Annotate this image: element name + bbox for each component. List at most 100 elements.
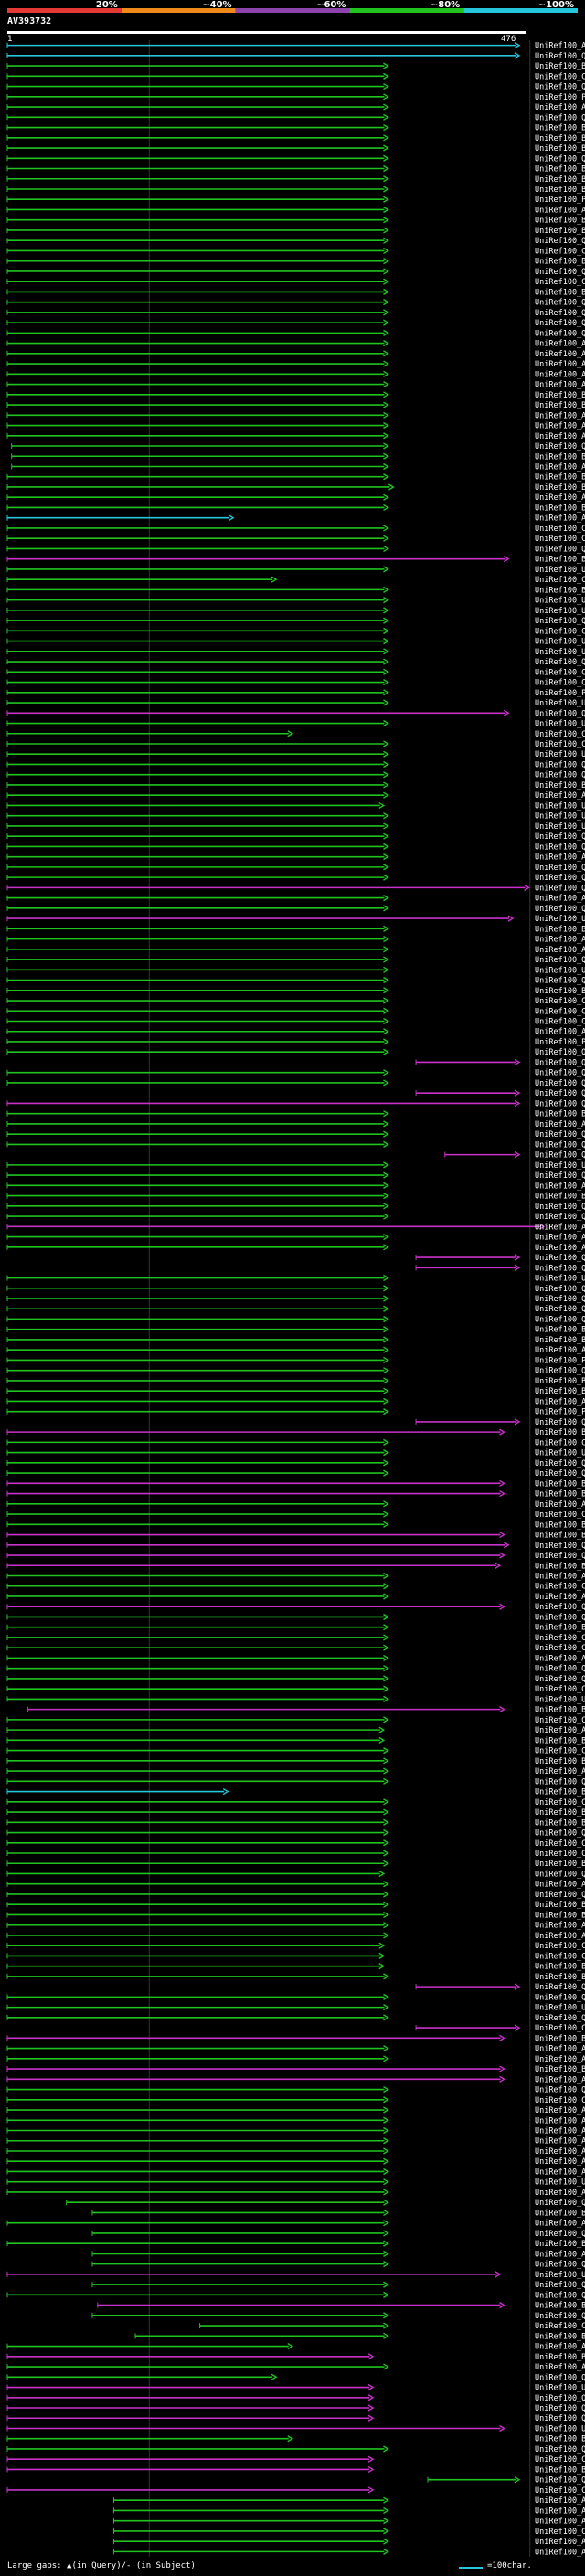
alignment-arrow: [383, 82, 389, 90]
hit-label: UniRef100_B2W7M1: [535, 1808, 585, 1818]
hit-label: UniRef100_A5DNP9: [535, 1881, 585, 1890]
alignment-arrow: [383, 1757, 389, 1765]
alignment-arrow: [499, 2075, 505, 2083]
scale-line: [459, 2567, 483, 2569]
alignment-arrow: [383, 217, 389, 224]
hit-label: UniRef100_B6K5E7: [535, 1757, 585, 1766]
hit-label: UniRef100_A7S290: [535, 2538, 585, 2547]
hit-label: UniRef100_UPI000...: [535, 1161, 585, 1171]
alignment-arrow: [383, 1469, 389, 1477]
alignment-arrow: [383, 421, 389, 429]
alignment-arrow: [383, 504, 389, 512]
alignment-arrow: [383, 1274, 389, 1282]
alignment-arrow: [383, 658, 389, 665]
hit-label: UniRef100_C4P0F4: [535, 1839, 585, 1849]
hit-label: UniRef100_Q0CG14: [535, 1675, 585, 1684]
alignment-arrow: [383, 1500, 389, 1508]
hit-label: UniRef100_B6Q2N6: [535, 1193, 585, 1202]
alignment-arrow: [383, 1644, 389, 1651]
alignment-arrow: [383, 1397, 389, 1405]
hit-label: UniRef100_Q4KTG1: [535, 1993, 585, 2002]
hit-label: UniRef100_P04449: [535, 1408, 585, 1417]
alignment-arrow: [383, 771, 389, 779]
hit-label: UniRef100_B8B8Q9: [535, 62, 585, 71]
hit-label: UniRef100_Q5UWA4: [535, 1254, 585, 1263]
hit-label: UniRef100_UPI000...: [535, 648, 585, 657]
hit-label: UniRef100_B3NAX0: [535, 1706, 585, 1715]
alignment-arrow: [383, 678, 389, 686]
hit-label: UniRef100_A6ZU60: [535, 1346, 585, 1355]
alignment-arrow: [383, 2199, 389, 2206]
alignment-arrow: [383, 1110, 389, 1118]
alignment-arrow: [383, 1192, 389, 1200]
hit-label: UniRef100_C4HHM7: [535, 2528, 585, 2537]
hit-label: UniRef100_Q4QEE5: [535, 1089, 585, 1098]
alignment-arrow: [222, 1787, 229, 1796]
hit-label: UniRef100_A7PRN3: [535, 493, 585, 503]
alignment-arrow: [383, 2147, 389, 2155]
hit-label: UniRef100_Q5KZS7: [535, 1870, 585, 1879]
alignment-arrow: [383, 2518, 389, 2525]
hit-label: UniRef100_B0DWN7: [535, 2240, 585, 2249]
hit-label: UniRef100_B6TGE3: [535, 483, 585, 493]
hit-label: UniRef100_Q4YRK9: [535, 2394, 585, 2403]
hit-label: UniRef100_B6KC84: [535, 1973, 585, 1982]
alignment-arrow: [383, 493, 389, 501]
hit-label: UniRef100_Q6BNC2: [535, 1203, 585, 1212]
alignment-arrow: [383, 2157, 389, 2165]
alignment-arrow: [383, 1777, 389, 1785]
hit-label: UniRef100_C6SYV1: [535, 247, 585, 256]
alignment-arrow: [383, 340, 389, 347]
alignment-arrow: [383, 1130, 389, 1138]
alignment-arrow: [383, 1387, 389, 1394]
alignment-arrow: [383, 2445, 389, 2453]
alignment-arrow: [383, 1911, 389, 1919]
hit-label: UniRef100_P24000: [535, 1356, 585, 1365]
alignment-arrow: [383, 781, 389, 789]
hit-label: UniRef100_C5Z2W6: [535, 72, 585, 81]
alignment-arrow: [383, 966, 389, 973]
alignment-arrow: [383, 462, 389, 471]
ruler-start-label: 1: [7, 35, 13, 44]
hit-label: UniRef100_A9PHF8: [535, 206, 585, 215]
alignment-arrow: [538, 1223, 546, 1230]
hit-label: UniRef100_UPI000...: [535, 915, 585, 924]
hit-label: UniRef100_C5N5U9: [535, 1511, 585, 1520]
alignment-arrow: [383, 2250, 389, 2258]
hit-label: UniRef100_Q29P96: [535, 1552, 585, 1561]
hit-label: UniRef100_Q5C4U6: [535, 1777, 585, 1786]
hit-label: UniRef100_Q6F444: [535, 1058, 585, 1067]
hit-label: UniRef100_C4P0F3: [535, 1850, 585, 1859]
hit-label: UniRef100_Q0UL12: [535, 1665, 585, 1674]
alignment-arrow: [383, 1613, 389, 1621]
alignment-arrow: [383, 1685, 389, 1692]
alignment-arrow: [383, 2363, 389, 2370]
alignment-arrow: [383, 976, 389, 984]
hit-label: UniRef100_UPI000...: [535, 1449, 585, 1458]
alignment-arrow: [383, 545, 389, 553]
alignment-arrow: [503, 556, 510, 563]
hit-label: UniRef100_UPI000...: [535, 2384, 585, 2393]
hit-label: UniRef100_B3TFN4: [535, 288, 585, 297]
alignment-arrow: [383, 1203, 389, 1210]
alignment-arrow: [383, 1860, 389, 1867]
alignment-arrow: [383, 1161, 389, 1169]
hit-label: UniRef100_Q5GZT5: [535, 1264, 585, 1273]
hit-label: UniRef100_A8UFD3: [535, 1573, 585, 1582]
hit-label: UniRef100_A9RF19: [535, 360, 585, 369]
alignment-arrow: [514, 2024, 521, 2031]
hit-label: UniRef100_UPI000...: [535, 812, 585, 822]
alignment-arrow: [383, 2137, 389, 2145]
hit-label: UniRef100_B4FKN2: [535, 2332, 585, 2341]
alignment-arrow: [383, 278, 389, 285]
alignment-arrow: [383, 288, 389, 296]
alignment-arrow: [383, 1336, 389, 1343]
alignment-arrow: [383, 2281, 389, 2288]
hit-label: UniRef100_C5M442: [535, 1017, 585, 1026]
alignment-arrow: [383, 1654, 389, 1662]
hit-label: UniRef100_C0NRH5: [535, 1685, 585, 1694]
hit-label: UniRef100_B7FLY1: [535, 452, 585, 461]
alignment-arrow: [383, 535, 389, 542]
alignment-arrow: [383, 617, 389, 624]
alignment-arrow: [383, 350, 389, 357]
